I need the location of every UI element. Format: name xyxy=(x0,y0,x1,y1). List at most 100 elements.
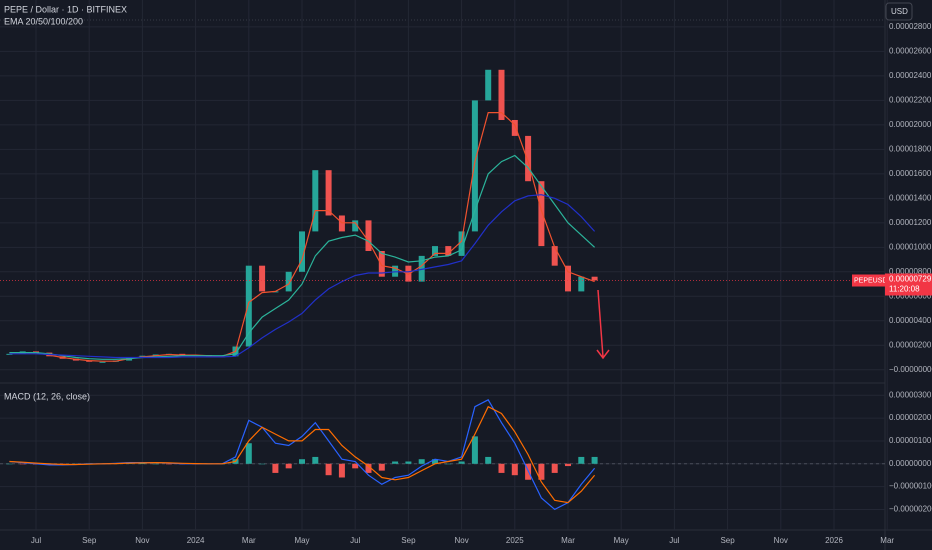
candle xyxy=(418,255,425,282)
signal-line xyxy=(9,405,596,504)
histogram-bar xyxy=(405,461,412,464)
candle xyxy=(179,353,186,356)
histogram-bar xyxy=(285,463,292,469)
x-tick-label: 2025 xyxy=(506,536,524,545)
y-tick-label: 0.00002600 xyxy=(889,47,932,56)
candle xyxy=(591,276,598,281)
histogram-bar xyxy=(432,459,438,464)
x-tick-label: Jul xyxy=(31,536,41,545)
y-tick-label: 0.00000400 xyxy=(889,316,932,325)
candle xyxy=(538,181,545,247)
candle xyxy=(565,265,571,292)
y-tick-label: 0.00000100 xyxy=(889,436,932,445)
x-tick-label: Sep xyxy=(401,536,416,545)
x-tick-label: Jul xyxy=(350,536,360,545)
chart-title: PEPE / Dollar · 1D · BITFINEX xyxy=(4,4,127,14)
histogram-bar xyxy=(325,463,332,476)
x-tick-label: Sep xyxy=(720,536,735,545)
histogram-bar xyxy=(272,463,279,473)
symbol-tag xyxy=(852,274,885,287)
candle xyxy=(312,170,319,232)
histogram-bar xyxy=(591,456,598,464)
y-tick-label: 0.00002400 xyxy=(889,71,932,80)
candle xyxy=(352,220,359,232)
x-tick-label: 2024 xyxy=(187,536,205,545)
candle xyxy=(338,215,345,232)
y-tick-label: 0.00002800 xyxy=(889,22,932,31)
histogram-bar xyxy=(19,463,26,465)
y-tick-label: 0.00000200 xyxy=(889,413,932,422)
histogram-bar xyxy=(312,456,319,464)
candle xyxy=(325,170,332,216)
candle xyxy=(392,265,399,277)
symbol-label: PEPEUSD xyxy=(854,277,887,284)
histogram-bar xyxy=(538,463,545,480)
histogram-bar xyxy=(299,459,305,464)
down-arrow xyxy=(596,289,610,360)
histogram-bar xyxy=(338,463,345,478)
candle xyxy=(259,265,266,292)
candle xyxy=(99,361,106,363)
candle xyxy=(378,250,385,277)
y-tick-label: 0.00001400 xyxy=(889,193,932,202)
ema-line xyxy=(9,112,595,362)
x-tick-label: Nov xyxy=(135,536,149,545)
histogram-bar xyxy=(139,463,146,465)
y-tick-label: 0.00000600 xyxy=(889,291,932,300)
x-tick-label: Jul xyxy=(669,536,679,545)
y-tick-label: 0.00000000 xyxy=(889,459,932,468)
histogram-bar xyxy=(485,456,492,464)
x-tick-label: Nov xyxy=(454,536,468,545)
y-tick-label: 0.00001600 xyxy=(889,169,932,178)
candle xyxy=(578,276,585,292)
y-tick-label: −0.00000200 xyxy=(889,505,932,514)
x-tick-label: Sep xyxy=(82,536,97,545)
histogram-bar xyxy=(245,443,252,464)
candle xyxy=(299,231,305,272)
histogram-bar xyxy=(445,463,452,465)
y-tick-label: 0.00001000 xyxy=(889,242,932,251)
histogram-bar xyxy=(471,436,478,464)
y-tick-label: 0.00001800 xyxy=(889,144,932,153)
price-label: 0.00000729 xyxy=(889,275,932,284)
x-tick-label: Mar xyxy=(242,536,256,545)
price-tag xyxy=(885,273,932,296)
y-tick-label: 0.00000200 xyxy=(889,340,932,349)
x-tick-label: Nov xyxy=(774,536,788,545)
histogram-bar xyxy=(551,463,558,473)
histogram-bar xyxy=(565,463,571,467)
candle xyxy=(458,231,465,256)
candle xyxy=(445,246,452,256)
candle xyxy=(365,220,372,251)
countdown-label: 11:20:08 xyxy=(889,285,920,294)
histogram-bar xyxy=(392,461,399,464)
x-tick-label: Mar xyxy=(880,536,894,545)
histogram-bar xyxy=(166,463,172,465)
currency-label[interactable]: USD xyxy=(891,7,908,16)
y-tick-label: 0.00002000 xyxy=(889,120,932,129)
y-tick-label: −0.00000000 xyxy=(889,365,932,374)
x-tick-label: May xyxy=(614,536,629,545)
candle xyxy=(498,69,505,120)
histogram-bar xyxy=(498,463,505,473)
y-tick-label: 0.00000300 xyxy=(889,390,932,399)
histogram-bar xyxy=(259,463,266,465)
candle xyxy=(485,69,492,101)
currency-button[interactable] xyxy=(885,2,913,21)
histogram-bar xyxy=(511,463,518,476)
histogram-bar xyxy=(152,463,159,465)
candle xyxy=(432,246,438,256)
candle xyxy=(525,135,532,182)
histogram-bar xyxy=(352,463,359,469)
x-tick-label: Mar xyxy=(561,536,575,545)
y-tick-label: 0.00000800 xyxy=(889,267,932,276)
candle xyxy=(285,271,292,292)
indicator-label: EMA 20/50/100/200 xyxy=(4,16,83,26)
y-tick-label: 0.00001200 xyxy=(889,218,932,227)
candle xyxy=(511,119,518,136)
candle xyxy=(245,265,252,347)
histogram-bar xyxy=(418,459,425,464)
histogram-bar xyxy=(378,463,385,471)
